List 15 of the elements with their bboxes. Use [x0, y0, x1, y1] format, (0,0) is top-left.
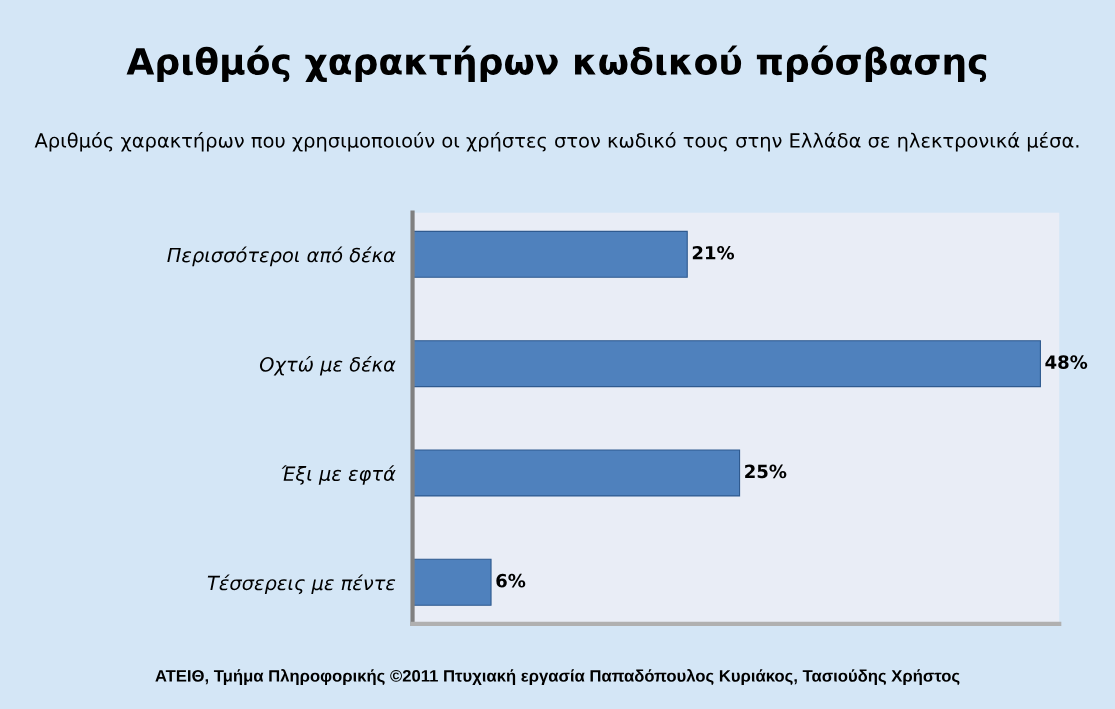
data-label: 21%: [692, 245, 735, 260]
data-label: 6%: [496, 573, 526, 588]
text: ΑΤΕΙΘ, Τμήμα Πληροφορικής ©2011 Πτυχιακή εργασία Παπαδόπουλος Κυριάκος, Τασιούδης Χρήστος: [155, 669, 960, 686]
y-tick-label: Τέσσερεις με πέντε: [207, 574, 396, 595]
bar: [412, 449, 741, 497]
data-label: 25%: [745, 464, 787, 479]
bar: [412, 230, 688, 278]
y-tick-label: Οχτώ με δέκα: [259, 355, 396, 376]
chart-subtitle: Αριθμός χαρακτήρων που χρησιμοποιούν οι χρήστες στον κωδικό τους στην Ελλάδα σε ηλεκτρονικά μέσα.: [34, 131, 1079, 152]
chart-title: Αριθμός χαρακτήρων κωδικού πρόσβασης: [126, 45, 987, 83]
bar: [412, 340, 1041, 388]
data-label: 48%: [1045, 355, 1088, 369]
y-tick-label: Έξι με εφτά: [281, 465, 396, 485]
y-tick-label: Περισσότεροι από δέκα: [167, 246, 396, 267]
bar: [412, 558, 492, 606]
